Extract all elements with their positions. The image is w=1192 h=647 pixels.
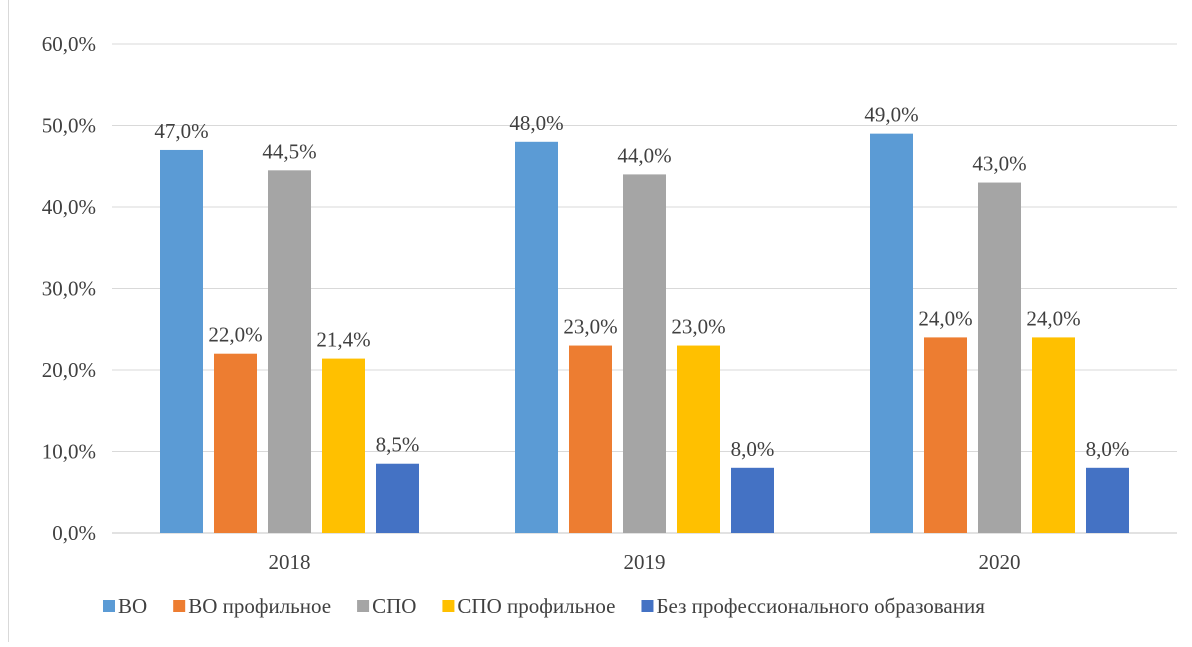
legend-label-3: СПО профильное — [457, 594, 615, 618]
x-axis-tick-labels: 2018 2019 2020 — [269, 550, 1021, 574]
legend-label-2: СПО — [372, 594, 416, 618]
data-label-2020-4: 8,0% — [1086, 437, 1130, 461]
data-label-2018-1: 22,0% — [208, 323, 262, 347]
legend-label-0: ВО — [118, 594, 147, 618]
y-tick-label-5: 50,0% — [42, 114, 96, 138]
legend-swatch-4 — [641, 600, 654, 612]
data-label-2019-1: 23,0% — [563, 315, 617, 339]
data-label-2019-4: 8,0% — [731, 437, 775, 461]
legend-swatch-0 — [103, 600, 115, 612]
legend-swatch-3 — [442, 600, 455, 612]
bar-2018-4 — [376, 463, 419, 533]
bar-2020-1 — [924, 337, 967, 533]
data-label-2018-0: 47,0% — [154, 119, 208, 143]
x-tick-label-2019: 2019 — [624, 550, 666, 574]
legend-label-4: Без профессионального образования — [656, 594, 985, 618]
data-label-2020-3: 24,0% — [1026, 306, 1080, 330]
data-label-2018-2: 44,5% — [262, 139, 316, 163]
bar-2020-0 — [870, 133, 913, 533]
data-label-2020-0: 49,0% — [864, 103, 918, 127]
data-label-2018-3: 21,4% — [316, 328, 370, 352]
bar-2019-4 — [731, 467, 774, 533]
legend-label-1: ВО профильное — [188, 594, 331, 618]
data-label-2020-2: 43,0% — [972, 152, 1026, 176]
y-tick-label-0: 0,0% — [52, 521, 96, 545]
y-tick-label-2: 20,0% — [42, 358, 96, 382]
bar-2020-3 — [1032, 337, 1075, 533]
data-label-2018-4: 8,5% — [376, 433, 420, 457]
bars — [160, 133, 1129, 534]
data-labels: 47,0% 22,0% 44,5% 21,4% 8,5% 48,0% 23,0% 44,0% 2… — [154, 103, 1129, 461]
bar-2020-2 — [978, 182, 1021, 534]
data-label-2019-2: 44,0% — [617, 143, 671, 167]
bar-2019-1 — [569, 345, 612, 533]
data-label-2019-0: 48,0% — [509, 111, 563, 135]
legend-swatch-1 — [173, 600, 186, 612]
bar-2018-1 — [214, 353, 257, 533]
bar-2018-0 — [160, 149, 203, 533]
bar-2019-3 — [677, 345, 720, 533]
data-label-2020-1: 24,0% — [918, 306, 972, 330]
bar-2019-2 — [623, 174, 666, 533]
y-axis-tick-labels: 0,0% 10,0% 20,0% 30,0% 40,0% 50,0% 60,0% — [42, 32, 96, 545]
legend: ВО ВО профильное СПО СПО профильное Без проф… — [103, 594, 985, 618]
data-label-2019-3: 23,0% — [671, 315, 725, 339]
y-tick-label-6: 60,0% — [42, 32, 96, 56]
y-tick-label-1: 10,0% — [42, 440, 96, 464]
bar-chart: 0,0% 10,0% 20,0% 30,0% 40,0% 50,0% 60,0% 47,0%… — [42, 32, 1177, 618]
bar-2020-4 — [1086, 467, 1129, 533]
bar-2019-0 — [515, 141, 558, 534]
chart-frame: 0,0% 10,0% 20,0% 30,0% 40,0% 50,0% 60,0% 47,0%… — [8, 0, 1192, 642]
bar-2018-3 — [322, 358, 365, 533]
y-tick-label-3: 30,0% — [42, 277, 96, 301]
y-tick-label-4: 40,0% — [42, 195, 96, 219]
legend-swatch-2 — [357, 600, 370, 612]
x-tick-label-2018: 2018 — [269, 550, 311, 574]
bar-2018-2 — [268, 170, 311, 533]
x-tick-label-2020: 2020 — [979, 550, 1021, 574]
